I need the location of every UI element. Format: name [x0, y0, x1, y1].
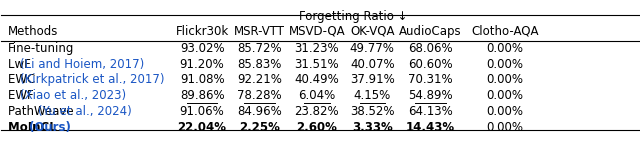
- Text: 40.49%: 40.49%: [294, 73, 339, 86]
- Text: EWF: EWF: [8, 89, 37, 102]
- Text: LwF: LwF: [8, 58, 35, 71]
- Text: 0.00%: 0.00%: [486, 89, 524, 102]
- Text: 22.04%: 22.04%: [178, 121, 227, 134]
- Text: PathWeave: PathWeave: [8, 105, 77, 118]
- Text: 2.25%: 2.25%: [239, 121, 280, 134]
- Text: OK-VQA: OK-VQA: [350, 25, 394, 38]
- Text: AudioCaps: AudioCaps: [399, 25, 461, 38]
- Text: Clotho-AQA: Clotho-AQA: [471, 25, 538, 38]
- Text: 93.02%: 93.02%: [180, 42, 225, 55]
- Text: (Yu et al., 2024): (Yu et al., 2024): [38, 105, 131, 118]
- Text: 54.89%: 54.89%: [408, 89, 452, 102]
- Text: 78.28%: 78.28%: [237, 89, 282, 102]
- Text: 0.00%: 0.00%: [486, 73, 524, 86]
- Text: 31.51%: 31.51%: [294, 58, 339, 71]
- Text: 37.91%: 37.91%: [350, 73, 395, 86]
- Text: 38.52%: 38.52%: [350, 105, 394, 118]
- Text: Fine-tuning: Fine-tuning: [8, 42, 74, 55]
- Text: 91.06%: 91.06%: [180, 105, 225, 118]
- Text: 89.86%: 89.86%: [180, 89, 225, 102]
- Text: 85.72%: 85.72%: [237, 42, 282, 55]
- Text: (Xiao et al., 2023): (Xiao et al., 2023): [20, 89, 126, 102]
- Text: (Ours): (Ours): [29, 121, 70, 134]
- Text: MoInCL: MoInCL: [8, 121, 61, 134]
- Text: Forgetting Ratio ↓: Forgetting Ratio ↓: [300, 10, 408, 23]
- Text: 91.08%: 91.08%: [180, 73, 225, 86]
- Text: 64.13%: 64.13%: [408, 105, 452, 118]
- Text: 4.15%: 4.15%: [354, 89, 391, 102]
- Text: 0.00%: 0.00%: [486, 42, 524, 55]
- Text: 70.31%: 70.31%: [408, 73, 452, 86]
- Text: MSR-VTT: MSR-VTT: [234, 25, 285, 38]
- Text: 91.20%: 91.20%: [180, 58, 225, 71]
- Text: 23.82%: 23.82%: [294, 105, 339, 118]
- Text: MSVD-QA: MSVD-QA: [289, 25, 345, 38]
- Text: (Kirkpatrick et al., 2017): (Kirkpatrick et al., 2017): [20, 73, 164, 86]
- Text: 60.60%: 60.60%: [408, 58, 452, 71]
- Text: Methods: Methods: [8, 25, 58, 38]
- Text: (Li and Hoiem, 2017): (Li and Hoiem, 2017): [20, 58, 144, 71]
- Text: 49.77%: 49.77%: [350, 42, 395, 55]
- Text: 31.23%: 31.23%: [294, 42, 339, 55]
- Text: Flickr30k: Flickr30k: [175, 25, 228, 38]
- Text: 0.00%: 0.00%: [486, 121, 524, 134]
- Text: 84.96%: 84.96%: [237, 105, 282, 118]
- Text: 2.60%: 2.60%: [296, 121, 337, 134]
- Text: 40.07%: 40.07%: [350, 58, 395, 71]
- Text: 6.04%: 6.04%: [298, 89, 335, 102]
- Text: 92.21%: 92.21%: [237, 73, 282, 86]
- Text: 0.00%: 0.00%: [486, 58, 524, 71]
- Text: 85.83%: 85.83%: [237, 58, 282, 71]
- Text: 14.43%: 14.43%: [406, 121, 455, 134]
- Text: 68.06%: 68.06%: [408, 42, 452, 55]
- Text: 3.33%: 3.33%: [352, 121, 392, 134]
- Text: 0.00%: 0.00%: [486, 105, 524, 118]
- Text: EWC: EWC: [8, 73, 39, 86]
